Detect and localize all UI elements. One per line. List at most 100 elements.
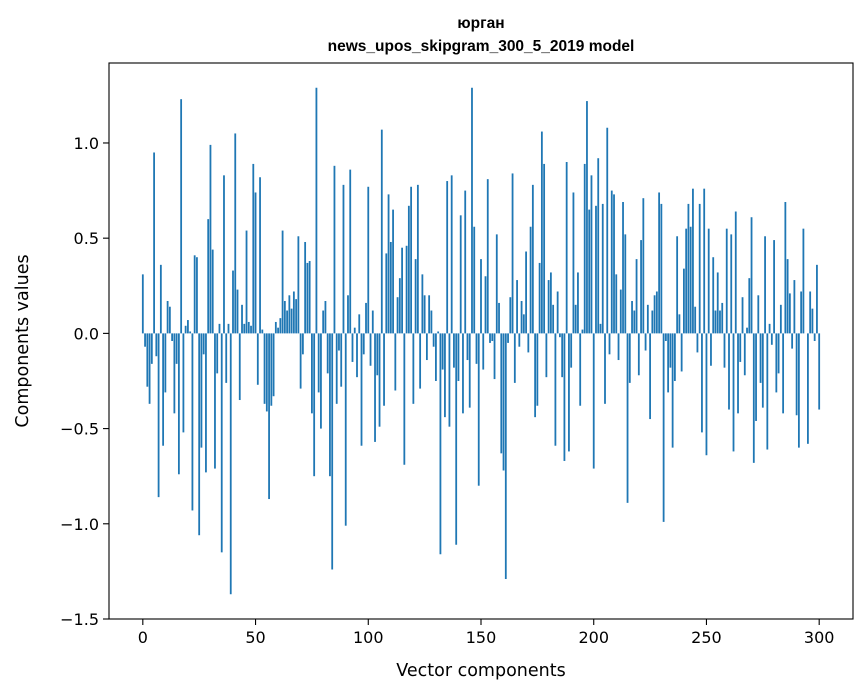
bar-146 — [471, 87, 473, 334]
bar-232 — [664, 333, 667, 341]
bar-79 — [320, 333, 322, 429]
bar-194 — [579, 333, 582, 406]
bar-262 — [732, 333, 735, 452]
bar-54 — [263, 333, 266, 404]
bar-93 — [351, 333, 354, 362]
bar-65 — [288, 295, 291, 334]
bar-40 — [232, 270, 234, 334]
bar-251 — [707, 228, 710, 334]
bar-136 — [448, 333, 451, 427]
bar-36 — [223, 175, 225, 334]
bar-8 — [159, 264, 162, 334]
bars-group — [141, 87, 821, 595]
bar-164 — [511, 173, 514, 334]
bar-300 — [818, 333, 821, 410]
y-tick-label-3: 0.0 — [74, 324, 99, 343]
bar-32 — [214, 333, 216, 469]
bar-137 — [450, 175, 453, 334]
bar-9 — [162, 333, 165, 446]
bar-211 — [617, 333, 620, 361]
bar-35 — [220, 333, 223, 553]
bar-223 — [644, 333, 647, 351]
bar-139 — [455, 333, 458, 545]
bar-295 — [807, 333, 809, 444]
bar-153 — [486, 179, 489, 334]
bar-26 — [200, 333, 203, 448]
bar-168 — [520, 301, 523, 334]
bar-231 — [662, 333, 665, 522]
bar-181 — [549, 272, 552, 334]
bar-99 — [365, 302, 367, 334]
bar-235 — [671, 333, 674, 448]
bar-2 — [146, 333, 149, 387]
bar-62 — [281, 230, 284, 334]
bar-128 — [430, 310, 433, 334]
bar-90 — [344, 333, 347, 526]
x-tick-label-300: 300 — [804, 628, 835, 647]
bar-243 — [689, 226, 692, 334]
bar-142 — [462, 333, 464, 414]
bar-287 — [788, 293, 791, 334]
bar-105 — [378, 333, 381, 427]
bar-120 — [412, 333, 415, 404]
bar-17 — [180, 99, 183, 334]
bar-208 — [610, 190, 613, 334]
chart-title-line2: news_upos_skipgram_300_5_2019 model — [328, 38, 635, 55]
bar-104 — [376, 333, 379, 376]
y-axis-label: Components values — [13, 254, 33, 427]
bar-10 — [164, 333, 167, 393]
bar-244 — [692, 188, 694, 334]
bar-204 — [601, 203, 604, 334]
bar-239 — [680, 333, 683, 372]
bar-186 — [561, 333, 564, 378]
bar-0 — [141, 274, 144, 334]
bar-83 — [329, 333, 331, 477]
bar-129 — [432, 333, 435, 347]
bar-278 — [768, 323, 771, 334]
bar-245 — [694, 306, 697, 334]
bar-50 — [254, 192, 257, 334]
bar-167 — [518, 333, 521, 347]
bar-119 — [410, 186, 413, 334]
bar-207 — [608, 333, 611, 355]
bar-254 — [714, 310, 717, 334]
bar-183 — [554, 333, 557, 446]
chart-title-line1: юрган — [457, 15, 504, 32]
bar-82 — [326, 333, 329, 374]
bar-27 — [202, 333, 205, 355]
bar-213 — [622, 202, 624, 334]
bar-166 — [516, 280, 518, 334]
bar-299 — [816, 264, 818, 334]
x-axis: 0 50 100 150 200 250 300 — [138, 619, 835, 647]
bar-69 — [297, 236, 300, 334]
bar-267 — [743, 333, 746, 376]
x-tick-label-100: 100 — [353, 628, 384, 647]
bar-75 — [311, 333, 313, 414]
bar-203 — [599, 323, 602, 334]
bar-94 — [353, 327, 356, 334]
bar-23 — [193, 255, 196, 334]
bar-53 — [261, 329, 264, 334]
bar-100 — [367, 186, 370, 334]
bar-196 — [583, 163, 586, 334]
bar-56 — [268, 333, 270, 500]
bar-12 — [168, 306, 171, 334]
bar-87 — [338, 333, 340, 351]
bar-165 — [513, 333, 516, 383]
bar-172 — [529, 226, 532, 334]
bar-250 — [705, 333, 708, 456]
bar-177 — [540, 131, 543, 334]
bar-130 — [435, 333, 437, 381]
bar-228 — [655, 291, 658, 334]
bar-111 — [392, 209, 394, 334]
bar-70 — [299, 333, 302, 389]
bar-184 — [556, 291, 559, 334]
bar-290 — [795, 333, 798, 416]
bar-134 — [444, 333, 446, 418]
bar-66 — [290, 308, 293, 334]
bar-11 — [166, 301, 169, 334]
bar-238 — [678, 314, 681, 334]
bar-18 — [182, 333, 185, 433]
bar-131 — [437, 331, 440, 334]
